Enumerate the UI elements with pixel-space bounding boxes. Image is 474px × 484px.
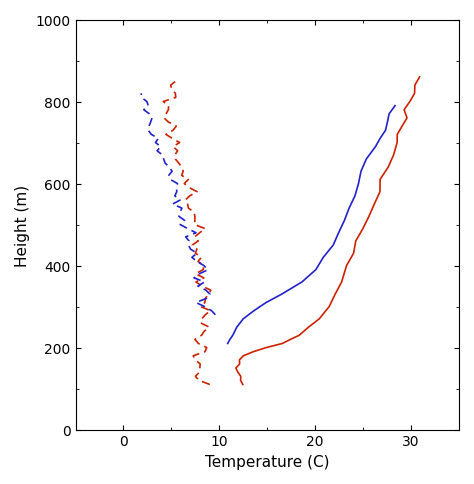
Y-axis label: Height (m): Height (m) bbox=[15, 184, 30, 266]
X-axis label: Temperature (C): Temperature (C) bbox=[205, 454, 329, 469]
